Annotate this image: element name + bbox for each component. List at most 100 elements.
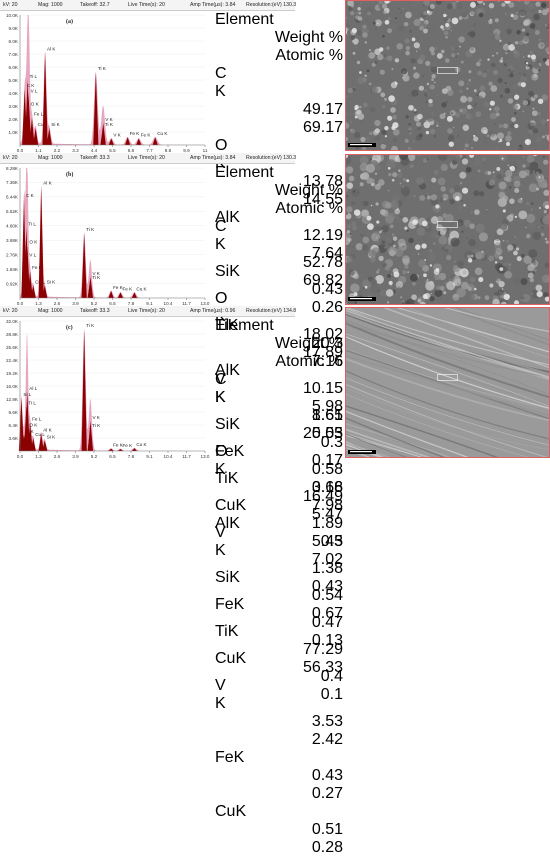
- sem-grain: [370, 279, 377, 286]
- sem-grain: [535, 30, 540, 35]
- sem-grain: [353, 247, 354, 248]
- sem-grain: [528, 67, 529, 68]
- sem-grain: [506, 29, 512, 35]
- sem-grain: [476, 94, 477, 95]
- sem-grain: [524, 169, 530, 175]
- sem-grain: [495, 32, 498, 35]
- sem-grain: [356, 12, 357, 13]
- y-tick-label: 7.0K: [9, 52, 19, 57]
- sem-grain: [356, 243, 363, 250]
- sem-grain: [470, 11, 475, 16]
- sem-grain: [460, 182, 462, 184]
- table-cell: 0.54: [212, 587, 343, 605]
- sem-grain: [474, 89, 477, 92]
- sem-grain: [509, 186, 511, 188]
- sem-grain: [457, 53, 458, 54]
- sem-grain: [526, 18, 530, 22]
- sem-grain: [384, 54, 387, 57]
- sem-bright-particle: [531, 54, 536, 59]
- sem-bright-particle: [490, 101, 495, 106]
- sem-grain: [408, 238, 414, 244]
- table-cell: CuK: [212, 803, 215, 821]
- sem-grain: [462, 270, 466, 274]
- table-cell: C K: [212, 65, 215, 101]
- sem-bright-particle: [422, 221, 428, 227]
- sem-grain: [535, 1, 540, 6]
- sem-grain: [448, 33, 453, 38]
- eds-panel-c: kV: 20 Mag: 1000 Takeoff: 33.3 Live Time…: [0, 306, 550, 459]
- sem-bright-particle: [436, 268, 440, 272]
- sem-grain: [538, 21, 544, 27]
- takeoff-label: Takeoff: 33.3: [80, 155, 110, 161]
- sem-grain: [362, 245, 368, 251]
- peak-label: Si K: [47, 279, 56, 284]
- sem-grain: [476, 224, 485, 233]
- sem-grain: [524, 123, 528, 127]
- sem-grain: [501, 57, 503, 59]
- sem-grain: [399, 266, 401, 268]
- sem-bright-particle: [445, 23, 449, 27]
- sem-grain: [350, 35, 355, 40]
- y-tick-label: 22.4K: [6, 358, 19, 363]
- sem-grain: [377, 54, 383, 60]
- sem-grain: [441, 196, 444, 199]
- sem-grain: [490, 10, 493, 13]
- sem-grain: [346, 166, 353, 173]
- sem-grain: [419, 195, 425, 201]
- sem-bright-particle: [506, 142, 510, 146]
- table-cell: 0.67: [212, 605, 343, 623]
- sem-grain: [468, 239, 475, 246]
- acquisition-header: kV: 20 Mag: 1000 Takeoff: 32.7 Live Time…: [0, 0, 295, 11]
- y-tick-label: 1.0K: [9, 130, 19, 135]
- sem-grain: [495, 248, 499, 252]
- sem-bright-particle: [473, 135, 475, 137]
- sem-grain: [429, 47, 434, 52]
- sem-grain: [366, 137, 368, 139]
- sem-grain: [364, 74, 366, 76]
- sem-grain: [540, 119, 546, 125]
- sem-grain: [479, 85, 485, 91]
- sem-grain: [530, 51, 533, 54]
- sem-bright-particle: [478, 277, 483, 282]
- peak-label: Ti L: [30, 74, 38, 79]
- sem-grain: [422, 19, 424, 21]
- sem-grain: [489, 3, 494, 8]
- sem-grain: [534, 63, 540, 69]
- sem-grain: [541, 233, 545, 237]
- sem-grain: [541, 44, 544, 47]
- sem-grain: [427, 279, 429, 281]
- sem-grain: [433, 242, 435, 244]
- sem-bright-particle: [392, 122, 398, 128]
- sem-grain: [420, 54, 426, 60]
- sem-grain: [348, 88, 353, 93]
- sem-grain: [423, 11, 427, 15]
- sem-grain: [506, 75, 508, 77]
- peak-label: Al L: [29, 386, 37, 391]
- sem-bright-particle: [443, 14, 447, 18]
- table-header-cell: Element: [212, 11, 215, 29]
- sem-grain: [405, 139, 409, 143]
- sem-grain: [474, 209, 480, 215]
- y-tick-label: 3.0K: [9, 104, 19, 109]
- sem-bright-particle: [526, 62, 528, 64]
- sem-grain: [400, 182, 402, 184]
- sem-grain: [405, 38, 410, 43]
- sem-bright-particle: [452, 18, 459, 25]
- sem-grain: [413, 140, 416, 143]
- sem-grain: [404, 22, 408, 26]
- sem-grain: [461, 200, 463, 202]
- sem-grain: [438, 236, 447, 245]
- sem-grain: [466, 167, 472, 173]
- sem-grain: [539, 39, 541, 41]
- sem-grain: [513, 45, 515, 47]
- sem-grain: [372, 247, 381, 256]
- sem-grain: [514, 181, 521, 188]
- sem-grain: [381, 130, 386, 135]
- sem-grain: [518, 229, 527, 238]
- y-tick-label: 8.0K: [9, 39, 19, 44]
- sem-grain: [499, 124, 503, 128]
- y-tick-label: 7.36K: [6, 180, 19, 185]
